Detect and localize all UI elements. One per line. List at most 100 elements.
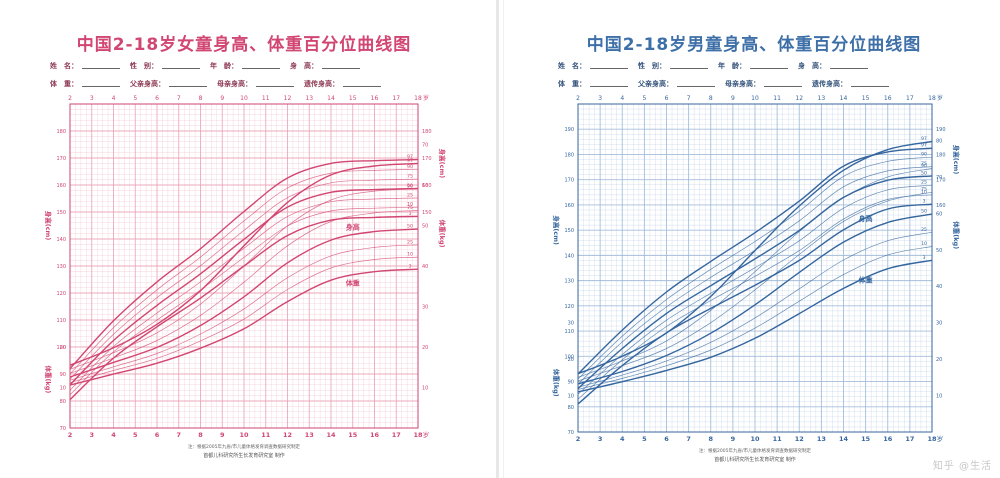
boys-x-tick: 5 xyxy=(642,435,647,443)
girls-mother-height-field[interactable] xyxy=(256,79,294,87)
boys-x-tick: 12 xyxy=(795,435,804,443)
boys-x-tick: 14 xyxy=(839,435,849,443)
girls-x-tick-top: 18 xyxy=(414,95,422,102)
girls-height-tick: 90 xyxy=(60,372,66,378)
boys-mother-height-field[interactable] xyxy=(764,79,802,87)
girls-weight-p3-line xyxy=(69,268,419,386)
girls-height-p75-label: 75 xyxy=(407,174,413,180)
boys-x-tick-top: 8 xyxy=(709,95,713,102)
boys-weight-p75-line xyxy=(577,191,933,382)
girls-weight-p3-label: 3 xyxy=(409,264,412,270)
boys-weight-p50-label: 50 xyxy=(921,209,927,215)
girls-name-field[interactable] xyxy=(82,61,120,69)
boys-height-p3-label: 3 xyxy=(923,199,926,205)
boys-weight-p97-line xyxy=(577,140,933,375)
boys-height-tick: 90 xyxy=(568,380,574,386)
boys-info-row-1: 姓 名： 性 别： 年 龄： 身 高： xyxy=(558,61,970,71)
boys-name-label: 姓 名： xyxy=(558,62,586,70)
boys-height-tick: 100 xyxy=(564,354,574,360)
girls-weight-p97-line xyxy=(69,162,419,366)
boys-weight-p97-label: 97 xyxy=(921,136,927,142)
page-divider xyxy=(496,0,499,478)
boys-height-p50-line xyxy=(577,175,933,390)
girls-father-height-field[interactable] xyxy=(169,79,207,87)
watermark: 知乎 @生活 xyxy=(932,461,992,472)
boys-weight-tick-right: 10 xyxy=(936,394,942,400)
girls-height-tick: 160 xyxy=(56,183,66,189)
girls-gender-field[interactable] xyxy=(162,61,200,69)
girls-x-tick: 6 xyxy=(155,431,160,439)
boys-weight-p90-label: 90 xyxy=(921,163,927,169)
boys-weight-tick-left: 10 xyxy=(568,394,574,400)
girls-weight-tick-right: 20 xyxy=(422,345,428,351)
page-divider-shadow xyxy=(503,0,504,478)
girls-weight-label: 体 重： xyxy=(50,80,78,88)
girls-x-tick: 14 xyxy=(326,431,336,439)
boys-gender-field[interactable] xyxy=(670,61,708,69)
girls-genetic-height-field[interactable] xyxy=(343,79,381,87)
girls-info-row-1: 姓 名： 性 别： 年 龄： 身 高： xyxy=(50,61,458,71)
boys-height-p90-line xyxy=(577,156,933,380)
girls-age-label: 年 龄： xyxy=(210,62,238,70)
girls-weight-p25-label: 25 xyxy=(407,239,413,245)
boys-weight-p50-line xyxy=(577,213,933,385)
girls-x-tick-top: 11 xyxy=(262,95,270,102)
boys-weight-p10-line xyxy=(577,246,933,390)
boys-weight-p3-label: 3 xyxy=(923,255,926,261)
girls-x-tick: 7 xyxy=(176,431,181,439)
girls-age-field[interactable] xyxy=(242,61,280,69)
girls-x-tick-top: 8 xyxy=(199,95,203,102)
girls-x-tick: 3 xyxy=(89,431,94,439)
girls-weight-tick-left: 20 xyxy=(60,345,66,351)
boys-height-tick: 180 xyxy=(564,152,574,158)
boys-x-tick: 17 xyxy=(905,435,914,443)
boys-x-tick-top: 11 xyxy=(773,95,781,102)
girls-height-field[interactable] xyxy=(322,61,360,69)
boys-weight-tick-right: 60 xyxy=(936,211,942,217)
girls-height-axis-label-right: 身高(cm) xyxy=(438,149,447,179)
boys-height-label: 身 高： xyxy=(798,62,826,70)
girls-x-tick-suffix: 岁 xyxy=(423,430,430,439)
boys-mother-height-label: 母亲身高： xyxy=(725,80,760,88)
boys-height-tick-right: 180 xyxy=(936,152,946,158)
girls-x-tick: 16 xyxy=(370,431,380,439)
girls-x-tick-top: 9 xyxy=(220,95,224,102)
girls-gender-label: 性 别： xyxy=(130,62,158,70)
girls-x-tick: 8 xyxy=(198,431,203,439)
boys-x-tick-top: 6 xyxy=(665,95,669,102)
boys-age-field[interactable] xyxy=(750,61,788,69)
boys-name-field[interactable] xyxy=(590,61,628,69)
boys-x-tick: 18 xyxy=(927,435,937,443)
girls-weight-tick-right: 70 xyxy=(422,143,428,149)
boys-father-height-field[interactable] xyxy=(677,79,715,87)
girls-x-tick-top: 12 xyxy=(284,95,292,102)
boys-x-tick-top: 7 xyxy=(687,95,691,102)
girls-height-tick: 180 xyxy=(56,129,66,135)
boys-weight-label: 体 重： xyxy=(558,80,586,88)
girls-weight-p50-label: 50 xyxy=(407,224,413,230)
boys-x-tick-top: 5 xyxy=(642,95,646,102)
girls-weight-p50-line xyxy=(69,228,419,378)
boys-info-row-2: 体 重： 父亲身高： 母亲身高： 遗传身高： xyxy=(558,79,970,89)
girls-x-tick: 18 xyxy=(413,431,423,439)
boys-weight-tick-right: 70 xyxy=(936,175,942,181)
girls-weight-p97-label: 97 xyxy=(407,158,413,164)
boys-x-tick-top: 2 xyxy=(576,95,580,102)
girls-weight-p10-label: 10 xyxy=(407,252,413,258)
girls-weight-field[interactable] xyxy=(82,79,120,87)
girls-weight-tick-right: 50 xyxy=(422,224,428,230)
boys-x-tick-top-suffix: 岁 xyxy=(937,94,943,102)
girls-height-tick: 100 xyxy=(56,345,66,351)
boys-weight-tick-right: 50 xyxy=(936,248,942,254)
boys-weight-axis-label-left: 体重(kg) xyxy=(552,369,561,397)
boys-genetic-height-field[interactable] xyxy=(851,79,889,87)
boys-height-tick-right: 160 xyxy=(936,203,946,209)
girls-x-tick-top: 15 xyxy=(349,95,357,102)
boys-height-field[interactable] xyxy=(830,61,868,69)
girls-weight-tick-right: 40 xyxy=(422,264,428,270)
boys-weight-field[interactable] xyxy=(590,79,628,87)
boys-x-tick: 4 xyxy=(620,435,625,443)
girls-x-tick-top: 10 xyxy=(240,95,248,102)
girls-x-tick-top: 6 xyxy=(155,95,159,102)
boys-height-p50-label: 50 xyxy=(921,170,927,176)
